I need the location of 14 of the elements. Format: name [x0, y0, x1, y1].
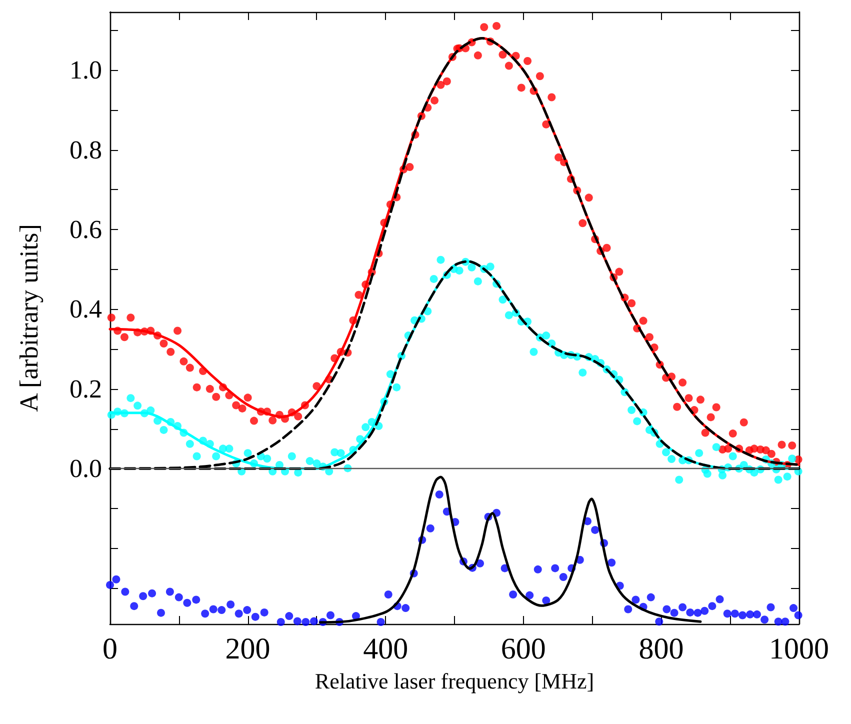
- y-tick-label: 0.6: [70, 215, 102, 244]
- x-tick-label: 200: [225, 632, 270, 666]
- x-tick-label: 1000: [769, 632, 829, 666]
- x-tick-label: 600: [500, 632, 546, 666]
- y-tick-label: 0.2: [70, 374, 102, 404]
- x-tick-label: 0: [102, 632, 118, 666]
- x-tick-label: 800: [638, 632, 684, 666]
- y-tick-label: 0.0: [70, 454, 102, 484]
- y-axis-title: A [arbitrary units]: [14, 224, 44, 412]
- y-tick-label: 0.4: [70, 294, 102, 324]
- y-tick-label: 1.0: [70, 56, 102, 85]
- y-tick-label: 0.8: [70, 135, 102, 164]
- x-tick-label: 400: [363, 632, 408, 666]
- x-axis-title: Relative laser frequency [MHz]: [314, 668, 594, 694]
